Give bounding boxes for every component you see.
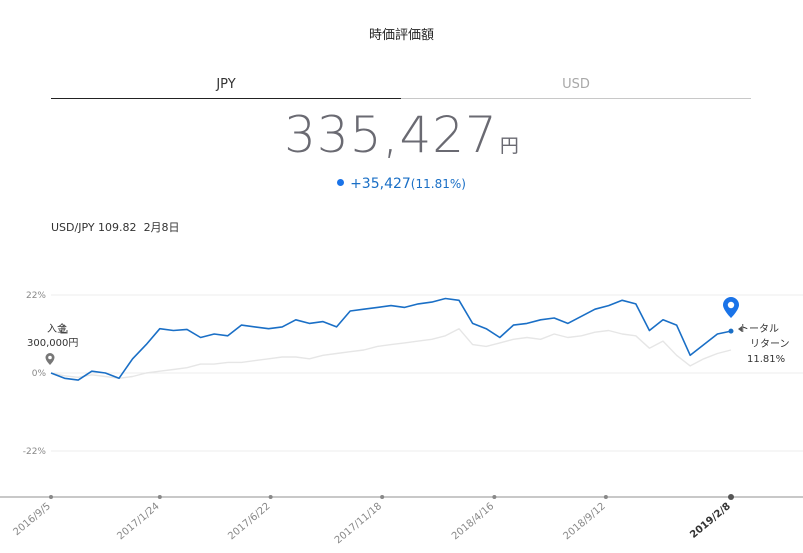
x-tick-marker[interactable]: [603, 495, 608, 499]
tab-usd[interactable]: USD: [401, 76, 751, 99]
tab-jpy[interactable]: JPY: [51, 76, 401, 99]
fx-rate: USD/JPY 109.82 2月8日: [51, 219, 180, 235]
deposit-pin-icon: [45, 353, 55, 365]
fx-rate-label: USD/JPY 109.82: [51, 221, 137, 234]
chart-x-axis: 2016/9/5 2017/1/24 2017/6/22 2017/11/18 2018…: [0, 494, 803, 546]
y-tick-label: 22%: [26, 291, 46, 301]
valuation-value: 335,427: [284, 106, 498, 164]
x-tick-label: 2017/1/24: [115, 501, 161, 542]
x-tick-label: 2018/4/16: [450, 501, 496, 542]
x-tick-marker[interactable]: [157, 495, 162, 499]
x-tick-label: 2018/9/12: [561, 501, 607, 542]
total-return-line1: トータル: [739, 323, 779, 335]
x-tick-marker[interactable]: [49, 495, 53, 499]
change-dot-icon: [337, 179, 345, 186]
deposit-icon: [60, 324, 68, 334]
total-return-line2: リターン: [750, 338, 790, 350]
change-amount: +35,427: [350, 176, 411, 192]
portfolio-endpoint: [728, 328, 734, 334]
pointer-icon: [738, 326, 742, 332]
page-title: 時価評価額: [368, 28, 434, 43]
x-tick-marker[interactable]: [492, 495, 497, 499]
y-tick-label: 0%: [32, 369, 47, 379]
x-tick-marker[interactable]: [380, 495, 385, 499]
portfolio-line: [50, 297, 732, 381]
x-tick-label: 2017/11/18: [333, 501, 384, 546]
y-tick-label: -22%: [23, 447, 47, 457]
deposit-amount: 300,000円: [27, 338, 78, 349]
valuation-change: +35,427(11.81%): [0, 176, 803, 192]
valuation-unit: 円: [499, 135, 519, 157]
chart-series: [50, 297, 734, 381]
benchmark-line: [50, 328, 732, 379]
x-tick-marker[interactable]: [268, 495, 273, 499]
deposit-label: 入金: [47, 322, 67, 335]
x-tick-marker[interactable]: [728, 494, 734, 500]
total-return-pct: 11.81%: [747, 354, 785, 365]
current-value-pin-icon[interactable]: [723, 297, 739, 318]
x-tick-label: 2017/6/22: [226, 501, 272, 542]
x-tick-label: 2019/2/8: [688, 501, 733, 541]
change-percent: (11.81%): [410, 177, 466, 191]
valuation-amount: 335,427 円: [0, 106, 803, 164]
x-tick-label: 2016/9/5: [11, 501, 52, 538]
chart-grid: 22% 0% -22%: [23, 291, 803, 457]
currency-tabs: JPY USD: [51, 76, 751, 100]
fx-rate-date: 2月8日: [143, 221, 180, 234]
